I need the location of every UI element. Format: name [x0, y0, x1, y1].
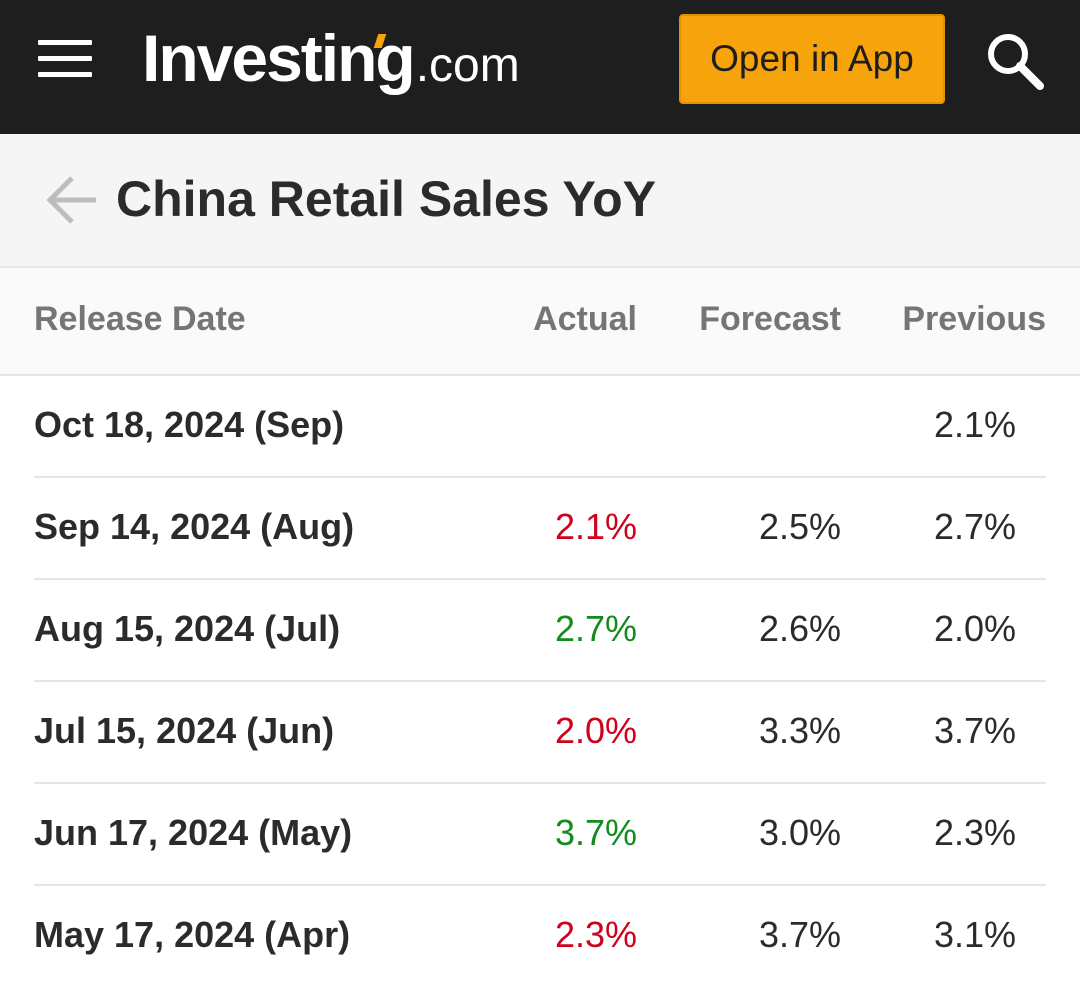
column-header-actual: Actual [533, 300, 637, 338]
previous-cell: 2.7% [933, 506, 1016, 547]
table-row[interactable]: Jun 17, 2024 (May) 3.7% 3.0% 2.3% [34, 784, 1046, 886]
menu-icon[interactable] [38, 40, 92, 78]
actual-cell: 2.1% [554, 506, 637, 547]
page-title: China Retail Sales YoY [116, 171, 657, 227]
previous-cell: 3.7% [933, 710, 1016, 751]
table-row[interactable]: Sep 14, 2024 (Aug) 2.1% 2.5% 2.7% [34, 478, 1046, 580]
release-history-table: Oct 18, 2024 (Sep) 2.1% Sep 14, 2024 (Au… [0, 376, 1080, 988]
release-date-cell: Jun 17, 2024 (May) [34, 812, 353, 853]
search-icon[interactable] [982, 28, 1048, 94]
table-row[interactable]: May 17, 2024 (Apr) 2.3% 3.7% 3.1% [34, 886, 1046, 988]
actual-cell: 3.7% [554, 812, 637, 853]
column-header-release-date: Release Date [34, 300, 246, 338]
menu-icon-line [38, 40, 92, 45]
forecast-cell: 3.3% [758, 710, 841, 751]
release-date-cell: Jul 15, 2024 (Jun) [34, 710, 335, 751]
actual-cell: 2.0% [554, 710, 637, 751]
actual-cell: 2.3% [554, 914, 637, 955]
column-header-forecast: Forecast [699, 300, 841, 338]
release-date-cell: Aug 15, 2024 (Jul) [34, 608, 341, 649]
previous-cell: 2.3% [933, 812, 1016, 853]
actual-cell: 2.7% [554, 608, 637, 649]
table-header: Release Date Actual Forecast Previous [0, 268, 1080, 376]
logo-wordmark: Investing [142, 21, 416, 95]
column-header-previous: Previous [902, 300, 1046, 338]
table-row[interactable]: Aug 15, 2024 (Jul) 2.7% 2.6% 2.0% [34, 580, 1046, 682]
table-row[interactable]: Jul 15, 2024 (Jun) 2.0% 3.3% 3.7% [34, 682, 1046, 784]
forecast-cell: 2.5% [758, 506, 841, 547]
forecast-cell: 3.7% [758, 914, 841, 955]
menu-icon-line [38, 72, 92, 77]
previous-cell: 2.1% [933, 404, 1016, 445]
menu-icon-line [38, 56, 92, 61]
forecast-cell: 3.0% [758, 812, 841, 853]
page-header: China Retail Sales YoY [0, 134, 1080, 268]
table-row[interactable]: Oct 18, 2024 (Sep) 2.1% [34, 376, 1046, 478]
previous-cell: 3.1% [933, 914, 1016, 955]
previous-cell: 2.0% [933, 608, 1016, 649]
release-date-cell: Oct 18, 2024 (Sep) [34, 404, 345, 445]
open-in-app-button[interactable]: Open in App [679, 14, 945, 104]
investing-logo[interactable]: Investing .com [142, 18, 520, 98]
top-navigation-bar: Investing .com Open in App [0, 0, 1080, 134]
logo-suffix: .com [415, 39, 520, 92]
forecast-cell: 2.6% [758, 608, 841, 649]
release-date-cell: Sep 14, 2024 (Aug) [34, 506, 355, 547]
release-date-cell: May 17, 2024 (Apr) [34, 914, 351, 955]
back-arrow-icon[interactable] [44, 172, 100, 228]
